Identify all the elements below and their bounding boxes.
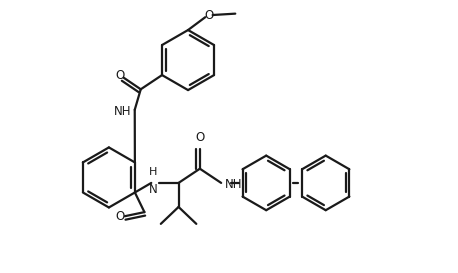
Text: O: O	[195, 130, 204, 144]
Text: O: O	[115, 69, 125, 82]
Text: NH: NH	[225, 178, 243, 191]
Text: N: N	[149, 183, 158, 197]
Text: O: O	[115, 210, 125, 223]
Text: O: O	[205, 8, 214, 22]
Text: NH: NH	[114, 105, 131, 118]
Text: H: H	[149, 167, 158, 177]
